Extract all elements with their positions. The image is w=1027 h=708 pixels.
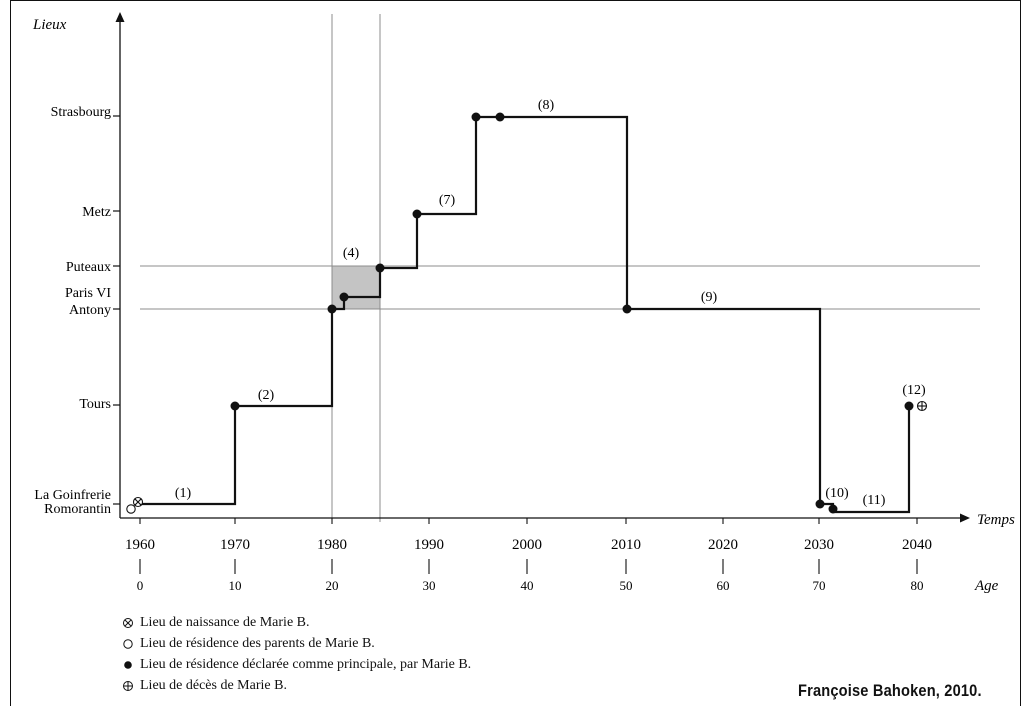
place-label-antony: Antony	[69, 303, 111, 318]
residence-dot	[327, 304, 337, 314]
filled-circle-icon	[118, 659, 138, 671]
year-label: 1980	[317, 537, 347, 553]
place-label-la-goinfrerie: La Goinfrerie	[34, 488, 111, 503]
year-label: 1970	[220, 537, 250, 553]
trajectory-line	[140, 115, 911, 514]
segment-label: (4)	[343, 246, 360, 261]
age-label: 30	[423, 578, 436, 593]
place-label-metz: Metz	[82, 205, 111, 220]
legend-item-parents: Lieu de résidence des parents de Marie B…	[118, 633, 471, 654]
segment-label: (12)	[902, 383, 926, 398]
parents-residence-marker	[126, 504, 136, 514]
place-label-paris-vi: Paris VI	[65, 286, 111, 301]
segment-label: (1)	[175, 486, 192, 501]
year-label: 2020	[708, 537, 738, 553]
age-label: 60	[717, 578, 730, 593]
legend-text: Lieu de résidence déclarée comme princip…	[140, 657, 472, 672]
age-label: 70	[813, 578, 826, 593]
death-marker-icon	[916, 400, 928, 412]
residence-dot	[339, 292, 349, 302]
circled-x-icon	[118, 617, 138, 629]
age-label: 10	[229, 578, 242, 593]
open-circle-icon	[118, 638, 138, 650]
reference-lines	[140, 14, 980, 522]
residence-dot	[375, 263, 385, 273]
circled-plus-icon	[118, 680, 138, 692]
y-axis-title: Lieux	[32, 17, 67, 33]
age-label: 40	[521, 578, 534, 593]
legend-item-death: Lieu de décès de Marie B.	[118, 675, 471, 696]
figure-frame	[10, 0, 1021, 706]
legend-text: Lieu de décès de Marie B.	[140, 678, 287, 693]
year-label: 2030	[804, 537, 834, 553]
age-label: 50	[620, 578, 633, 593]
residence-dot	[230, 401, 240, 411]
segment-label: (11)	[863, 493, 886, 508]
residence-dot	[622, 304, 632, 314]
place-label-puteaux: Puteaux	[66, 260, 111, 275]
legend-item-main-residence: Lieu de résidence déclarée comme princip…	[118, 654, 471, 675]
year-label: 2000	[512, 537, 542, 553]
age-label: 80	[911, 578, 924, 593]
age-axis-title: Age	[974, 578, 999, 594]
year-label: 2010	[611, 537, 641, 553]
y-axis-arrow-icon	[115, 12, 125, 22]
year-label: 1960	[125, 537, 155, 553]
residence-dot	[412, 209, 422, 219]
segment-label: (2)	[258, 388, 275, 403]
place-label-strasbourg: Strasbourg	[51, 105, 111, 120]
highlight-period-box	[332, 266, 380, 309]
author-credit: Françoise Bahoken, 2010.	[798, 681, 982, 700]
birth-marker-icon	[132, 496, 144, 508]
legend-text: Lieu de résidence des parents de Marie B…	[140, 636, 375, 651]
residence-dot	[815, 499, 825, 509]
age-label: 20	[326, 578, 339, 593]
place-label-tours: Tours	[79, 397, 111, 412]
legend-text: Lieu de naissance de Marie B.	[140, 615, 310, 630]
segment-label: (9)	[701, 290, 718, 305]
segment-label: (8)	[538, 98, 555, 113]
residence-dot	[828, 504, 838, 514]
segment-label: (10)	[825, 486, 849, 501]
residence-dot	[904, 401, 914, 411]
year-label: 1990	[414, 537, 444, 553]
place-label-romorantin: Romorantin	[44, 502, 111, 517]
age-label: 0	[137, 578, 144, 593]
x-axis-title: Temps	[977, 512, 1015, 528]
segment-label: (7)	[439, 193, 456, 208]
x-axis-arrow-icon	[960, 513, 970, 523]
year-label: 2040	[902, 537, 932, 553]
residence-dot	[471, 112, 481, 122]
legend-item-birth: Lieu de naissance de Marie B.	[118, 612, 471, 633]
legend: Lieu de naissance de Marie B. Lieu de ré…	[118, 612, 471, 696]
residence-dot	[495, 112, 505, 122]
